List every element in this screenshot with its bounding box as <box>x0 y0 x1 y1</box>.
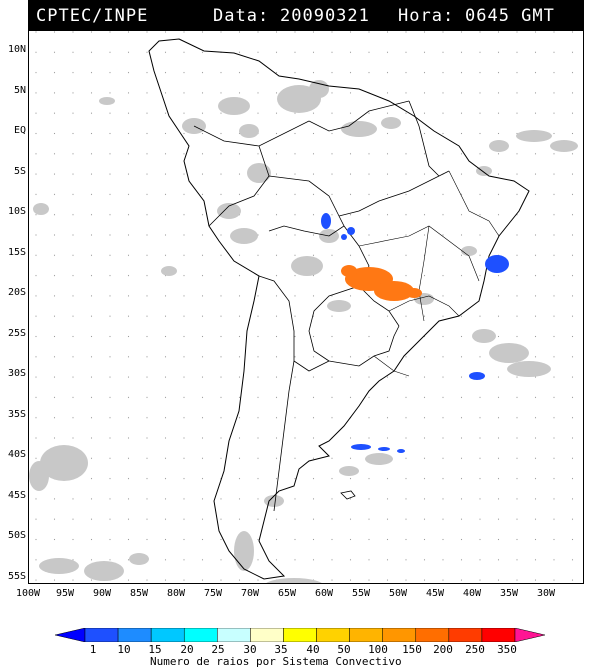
lon-label: 100W <box>15 588 41 599</box>
lat-label: 45S <box>7 490 26 501</box>
lat-label: EQ <box>13 125 26 136</box>
colorbar-tick: 15 <box>148 643 162 656</box>
coastline <box>148 38 530 580</box>
colorbar-tick: 150 <box>402 643 422 656</box>
lon-label: 75W <box>203 588 223 599</box>
colorbar-tick: 40 <box>306 643 320 656</box>
lon-label: 95W <box>55 588 75 599</box>
colorbar-segment <box>150 628 185 642</box>
colorbar-segment <box>316 628 350 642</box>
lon-label: 50W <box>388 588 408 599</box>
colorbar-tick: 1 <box>89 643 97 656</box>
map-canvas[interactable] <box>28 30 584 584</box>
colorbar-segment <box>183 628 218 642</box>
date-value: 20090321 <box>280 6 370 26</box>
lightning-cluster-south-atlantic[interactable] <box>469 372 485 380</box>
date-label: Data: <box>213 6 270 26</box>
colorbar-segment <box>415 628 450 642</box>
lat-label: 50S <box>7 530 26 541</box>
country-borders <box>193 100 450 512</box>
lon-label: 55W <box>351 588 371 599</box>
lon-label: 40W <box>462 588 482 599</box>
grid-dots <box>29 31 583 583</box>
hour-value: 0645 GMT <box>465 6 555 26</box>
title-bar: CPTEC/INPE Data: 20090321 Hora: 0645 GMT <box>28 0 584 30</box>
product-title: CPTEC/INPE <box>36 6 149 26</box>
colorbar-segment <box>117 628 152 642</box>
colorbar-segment <box>448 628 483 642</box>
colorbar-segment <box>84 628 119 642</box>
colorbar-segment <box>55 628 86 642</box>
colorbar-tick: 20 <box>180 643 194 656</box>
lat-label: 20S <box>7 287 26 298</box>
lat-label: 15S <box>7 247 26 258</box>
colorbar-tick: 30 <box>243 643 257 656</box>
colorbar-tick: 25 <box>211 643 225 656</box>
map-svg <box>29 31 583 583</box>
lat-label: 5N <box>13 85 26 96</box>
cloud-cover <box>29 80 578 583</box>
colorbar-tick: 10 <box>117 643 131 656</box>
lat-label: 40S <box>7 449 26 460</box>
lon-label: 60W <box>314 588 334 599</box>
lon-label: 80W <box>166 588 186 599</box>
lat-label: 30S <box>7 368 26 379</box>
colorbar-tick: 200 <box>433 643 453 656</box>
lat-label: 5S <box>13 166 26 177</box>
lon-label: 65W <box>277 588 297 599</box>
lightning-cluster-patagonia-sea[interactable] <box>351 444 405 453</box>
colorbar-tick: 250 <box>465 643 485 656</box>
colorbar-title: Numero de raios por Sistema Convectivo <box>150 655 402 668</box>
colorbar-segment <box>481 628 516 642</box>
colorbar-segment <box>217 628 251 642</box>
colorbar-segment <box>349 628 383 642</box>
lon-label: 45W <box>425 588 445 599</box>
colorbar-tick: 100 <box>368 643 388 656</box>
lon-label: 70W <box>240 588 260 599</box>
hour-label: Hora: <box>398 6 455 26</box>
lon-label: 30W <box>536 588 556 599</box>
lon-label: 35W <box>499 588 519 599</box>
lightning-cluster-atlantic-bahia[interactable] <box>485 255 509 273</box>
lat-label: 10N <box>7 44 26 55</box>
lat-label: 10S <box>7 206 26 217</box>
colorbar <box>55 628 545 642</box>
lightning-cluster-mato-grosso[interactable] <box>321 213 355 240</box>
lat-label: 55S <box>7 571 26 582</box>
lon-label: 90W <box>92 588 112 599</box>
colorbar-segment <box>283 628 317 642</box>
falkland-islands <box>340 490 356 500</box>
lightning-cluster-central-brazil[interactable] <box>341 265 422 301</box>
colorbar-tick: 50 <box>337 643 351 656</box>
colorbar-segment <box>382 628 417 642</box>
lat-label: 35S <box>7 409 26 420</box>
colorbar-tick: 350 <box>497 643 517 656</box>
colorbar-segment <box>250 628 284 642</box>
lon-label: 85W <box>129 588 149 599</box>
lat-label: 25S <box>7 328 26 339</box>
lightning-layer <box>321 213 509 453</box>
colorbar-segment <box>514 628 545 642</box>
colorbar-tick: 35 <box>274 643 288 656</box>
state-borders <box>358 170 500 377</box>
